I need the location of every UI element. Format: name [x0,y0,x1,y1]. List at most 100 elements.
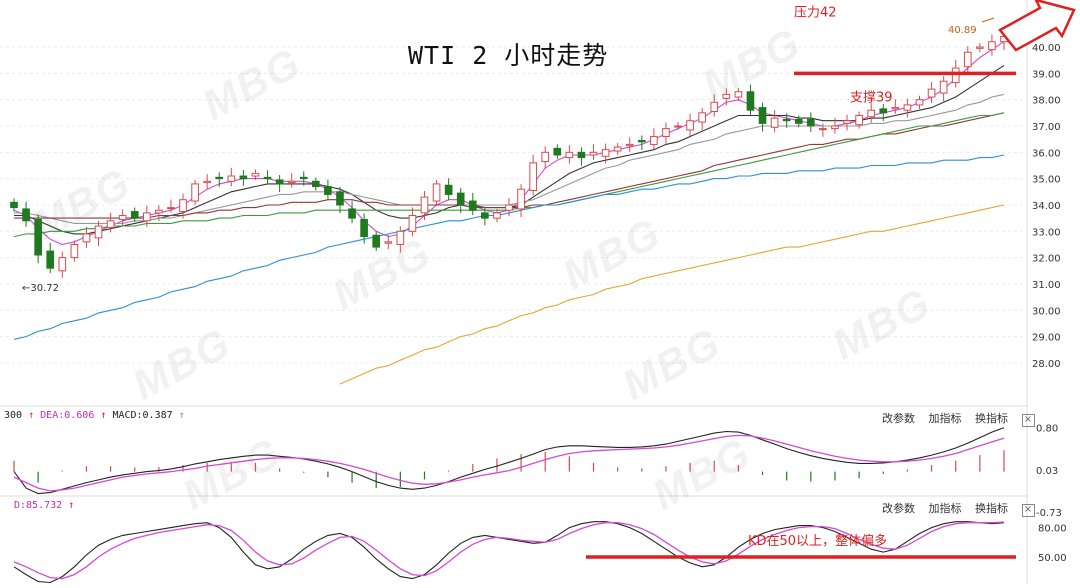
candle-body [456,192,465,206]
candle-body [106,220,115,228]
candle-body [577,151,586,159]
y-tick-label: 31.00 [1032,280,1061,291]
candle-body [891,107,900,110]
candle-body [251,172,260,177]
candle-body [807,118,815,127]
candle-body [565,151,574,159]
kd-add-indicator-button[interactable]: 加指标 [928,502,962,515]
candle-body [82,233,91,243]
candle-body [867,109,876,118]
y-tick-label: 28.00 [1032,359,1061,370]
candle-body [843,120,851,124]
moving-average-line [339,204,1005,385]
candle-body [637,139,646,143]
y-tick-label: 37.00 [1032,122,1061,133]
candle-body [324,186,332,195]
d-line [13,521,1005,580]
kd-edit-params-button[interactable]: 改参数 [882,502,915,515]
candle-body [770,117,779,128]
candle-body [963,51,972,68]
y-tick-label: 39.00 [1032,69,1061,80]
candle-body [517,188,525,210]
resistance-label: 压力42 [794,5,837,20]
y-tick-label: 33.00 [1032,227,1061,238]
macd-y-tick-label: -0.73 [1036,508,1062,519]
candle-body [589,151,598,156]
macd-label: MACD:0.387 [112,410,173,421]
macd-prefix-label: 300 [4,410,23,421]
candle-body [70,243,79,259]
high-pointer [981,17,995,23]
candle-body [601,149,610,157]
candle-body [336,191,344,206]
candle-body [34,218,42,256]
y-tick-label: 32.00 [1032,254,1061,265]
candle-body [239,175,248,180]
candle-body [348,208,356,219]
kd-legend: D:85.732 ↑ [14,500,75,511]
candle-body [118,215,127,220]
candle-body [167,207,175,210]
candle-body [831,125,839,130]
candle-body [734,91,743,98]
y-tick-label: 36.00 [1032,148,1061,159]
candle-body [22,208,30,222]
candle-body [976,46,984,49]
candle-body [625,143,634,147]
candle-body [420,196,429,214]
kd-pane-buttons: 改参数 加指标 换指标 × [882,500,1035,517]
candle-body [58,257,67,272]
candle-body [505,204,513,211]
candle-body [263,176,272,180]
candle-body [613,146,622,152]
candle-body [927,88,936,98]
candle-body [722,93,731,99]
dea-label: DEA:0.606 [40,410,95,421]
candle-body [758,107,767,124]
candle-body [10,201,18,209]
candle-body [179,199,187,213]
candle-body [746,91,755,111]
macd-pane-buttons: 改参数 加指标 换指标 × [882,410,1035,427]
candle-body [915,99,924,106]
candle-body [384,241,393,244]
macd-y-tick-label: 0.03 [1036,466,1058,477]
macd-close-icon[interactable]: × [1021,414,1035,427]
candle-body [794,118,803,124]
candle-body [408,215,417,232]
macd-edit-params-button[interactable]: 改参数 [882,412,915,425]
y-tick-label: 35.00 [1032,175,1061,186]
candle-body [493,212,501,219]
kd-switch-indicator-button[interactable]: 换指标 [975,502,1008,515]
candle-body [951,67,960,84]
candle-body [203,180,211,184]
y-tick-label: 40.00 [1032,43,1061,54]
macd-line [13,427,1005,495]
candle-body [299,176,308,180]
candle-body [879,108,888,114]
candle-body [372,234,381,248]
candle-body [650,136,658,145]
macd-add-indicator-button[interactable]: 加指标 [928,412,962,425]
candle-body [94,225,103,239]
candle-body [130,211,139,219]
candle-body [698,112,706,123]
candle-body [541,151,550,163]
candle-body [939,80,948,94]
candle-body [215,176,224,180]
candle-body [855,114,863,126]
kd-d-label: D:85.732 [14,500,63,511]
candle-body [432,183,441,202]
high-price-label: 40.89 [948,25,977,36]
candle-body [360,218,368,238]
candle-body [444,184,453,195]
low-price-label: ←30.72 [22,283,59,294]
candle-body [468,200,477,211]
kd-y-tick-label: 80.00 [1038,524,1067,535]
y-tick-label: 38.00 [1032,96,1061,107]
kd-note-label: KD在50以上，整体偏多 [748,533,887,549]
macd-switch-indicator-button[interactable]: 换指标 [975,412,1008,425]
candle-body [553,147,562,156]
kd-close-icon[interactable]: × [1021,504,1035,517]
y-tick-label: 29.00 [1032,333,1061,344]
